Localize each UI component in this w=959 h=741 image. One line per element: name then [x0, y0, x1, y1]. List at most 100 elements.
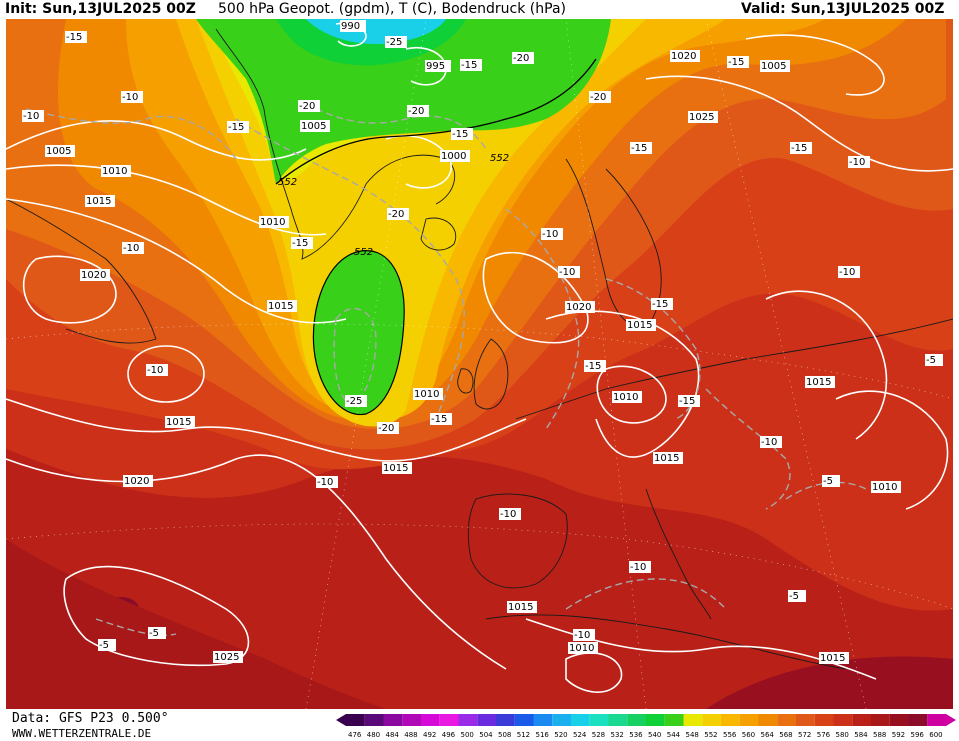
color-legend-swatch — [721, 714, 740, 726]
temperature-label-text: -5 — [823, 476, 833, 487]
footer-bar: Data: GFS P23 0.500° WWW.WETTERZENTRALE.… — [0, 709, 959, 741]
temperature-label: -10 — [760, 436, 782, 448]
cold-trough-north — [196, 19, 611, 184]
color-legend-swatch — [927, 714, 946, 726]
isobar-label: 1025 — [688, 111, 718, 123]
temperature-label-group: -25 -25 -20 -20 -20 -20 -20 -20 -15 -15 … — [22, 31, 943, 651]
color-legend-ticks: 476 480 484 488 492 496 500 504 508 512 516 520 524 5… — [348, 731, 943, 739]
temperature-label: -20 — [387, 208, 409, 220]
coast-europe — [515, 318, 953, 420]
isobar-label-text: 1005 — [761, 61, 786, 72]
coast-ireland — [457, 368, 474, 394]
temperature-label: -20 — [298, 100, 320, 112]
color-legend-swatch — [439, 714, 459, 726]
isobar-1015 — [6, 198, 347, 324]
color-legend-tick-label: 540 — [648, 731, 661, 739]
temperature-label: -20 — [589, 91, 611, 103]
header-bar: Init: Sun,13JUL2025 00Z 500 hPa Geopot. … — [0, 0, 959, 19]
website-label: WWW.WETTERZENTRALE.DE — [12, 727, 152, 740]
color-legend-tick-label: 492 — [423, 731, 436, 739]
isobar-label: 1010 — [871, 481, 901, 493]
color-legend-swatch — [552, 714, 571, 726]
temp-contour-minus20 — [305, 103, 487, 150]
isobar-label-text: 1025 — [689, 112, 714, 123]
isobar-1005 — [6, 120, 307, 161]
temperature-label: -5 — [822, 475, 840, 487]
color-legend-swatch — [533, 714, 553, 726]
isobar-label-text: 1020 — [671, 51, 696, 62]
coast-italy — [645, 488, 712, 620]
color-legend-swatch — [739, 714, 759, 726]
high-band-south-east — [706, 656, 953, 709]
color-legend-tick-label: 544 — [667, 731, 681, 739]
high-band-south-west — [6, 539, 386, 709]
temperature-label-text: -15 — [652, 299, 668, 310]
weather-map: 990 995 1000 1005 1005 1005 1010 1010 10… — [6, 19, 953, 709]
color-legend-tick-label: 548 — [686, 731, 699, 739]
temperature-label: -10 — [573, 629, 595, 641]
isobar-label: 1020 — [670, 50, 700, 62]
temperature-label: -20 — [407, 105, 429, 117]
isobar-label: 1010 — [612, 391, 642, 403]
temperature-label: -15 — [651, 298, 673, 310]
temperature-label: -10 — [541, 228, 563, 240]
color-legend-swatch — [589, 714, 609, 726]
temperature-label: -15 — [584, 360, 606, 372]
isobar-label-text: 1020 — [81, 270, 106, 281]
color-legend-swatch — [702, 714, 721, 726]
isobar-label: 1015 — [85, 195, 115, 207]
color-legend-swatches — [336, 714, 956, 726]
isobar-label-text: 1010 — [102, 166, 127, 177]
temp-contour-minus10-europe — [505, 208, 580, 430]
temperature-label: -20 — [377, 422, 399, 434]
color-legend-swatch — [683, 714, 703, 726]
color-legend-swatch — [833, 714, 853, 726]
chart-title: 500 hPa Geopot. (gpdm), T (C), Bodendruc… — [218, 1, 566, 17]
isobar-1015-east — [765, 290, 888, 440]
temperature-label-text: -5 — [789, 591, 799, 602]
temperature-label-text: -15 — [631, 143, 647, 154]
isobar-label: 1010 — [259, 216, 289, 228]
isobar-1025-azores — [63, 565, 250, 667]
coast-iceland — [420, 217, 457, 251]
isobar-label-text: 1015 — [86, 196, 111, 207]
isobar-label-text: 1010 — [414, 389, 439, 400]
temperature-label: -10 — [499, 508, 521, 520]
temperature-label: -10 — [316, 476, 338, 488]
isobar-label: 1025 — [213, 651, 243, 663]
isobar-1015-europe — [545, 310, 700, 458]
color-legend-swatch — [758, 714, 778, 726]
temperature-label-text: -5 — [99, 640, 109, 651]
color-legend-swatch — [402, 714, 421, 726]
isobar-label: 1015 — [805, 376, 835, 388]
isobar-label-text: 1010 — [260, 217, 285, 228]
temperature-label-text: -15 — [228, 122, 244, 133]
color-legend-tick-label: 588 — [873, 731, 886, 739]
temperature-label: -15 — [727, 56, 749, 68]
color-legend-swatch — [889, 714, 909, 726]
color-legend-tick-label: 480 — [367, 731, 380, 739]
temperature-label-text: -10 — [761, 437, 777, 448]
isobar-1025-north — [645, 75, 953, 172]
temperature-label-text: -10 — [839, 267, 855, 278]
color-legend-tick-label: 552 — [704, 731, 717, 739]
coast-iberia — [467, 493, 568, 589]
temperature-label: -15 — [65, 31, 87, 43]
geopotential-label: 552 — [354, 247, 373, 258]
temp-contour-minus10-central — [705, 388, 791, 510]
isobar-1010-central — [596, 365, 667, 424]
isobar-label-group: 990 995 1000 1005 1005 1005 1010 1010 10… — [45, 20, 901, 664]
isobar-label-text: 1010 — [872, 482, 897, 493]
isobar-label: 1000 — [440, 150, 470, 162]
init-time-label: Init: Sun,13JUL2025 00Z — [5, 1, 196, 17]
temp-contour-minus10-med — [565, 578, 727, 610]
graticule — [6, 19, 953, 709]
temperature-label-text: -20 — [388, 209, 404, 220]
isobar-label: 1015 — [267, 300, 297, 312]
color-legend-swatch — [477, 714, 496, 726]
temp-contour-minus5-azores — [95, 618, 177, 637]
temperature-label-text: -15 — [292, 238, 308, 249]
color-legend-swatch — [364, 714, 384, 726]
color-legend-tick-label: 580 — [836, 731, 849, 739]
isobar-1015-atlantic — [6, 398, 527, 462]
